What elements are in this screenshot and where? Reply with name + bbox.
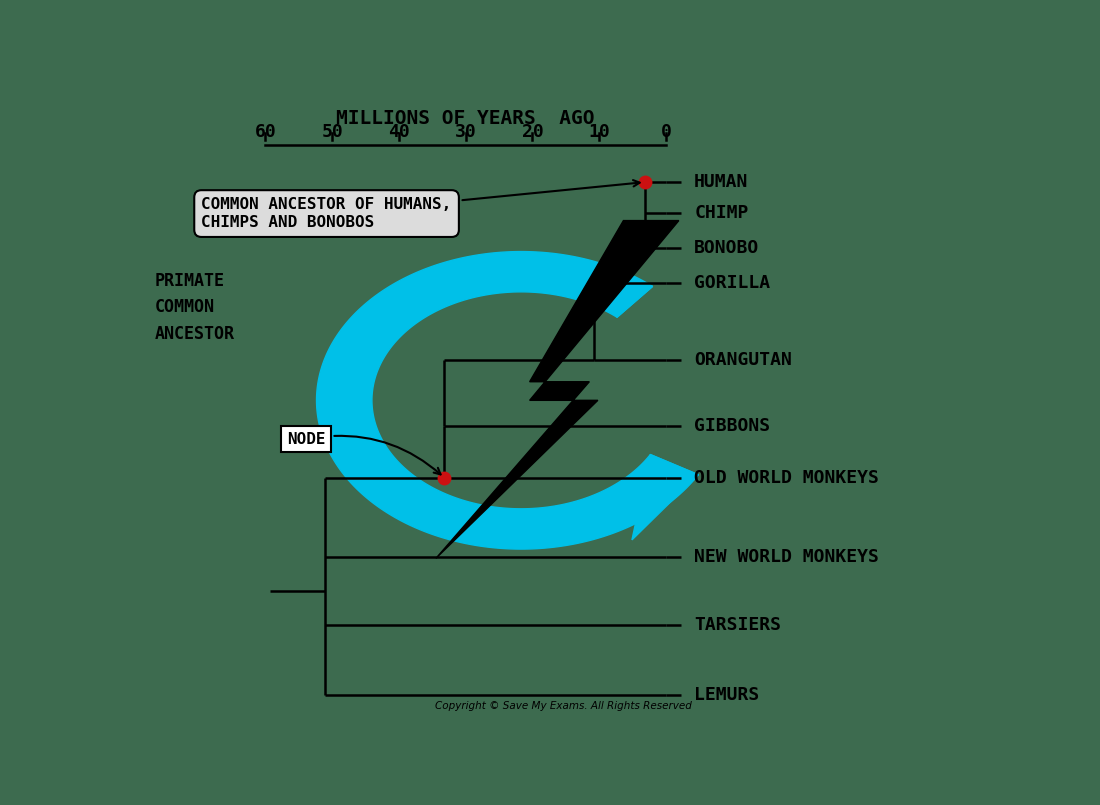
Text: LEMURS: LEMURS — [694, 686, 759, 704]
Polygon shape — [317, 251, 698, 549]
Text: BONOBO: BONOBO — [694, 239, 759, 258]
Text: COMMON ANCESTOR OF HUMANS,
CHIMPS AND BONOBOS: COMMON ANCESTOR OF HUMANS, CHIMPS AND BO… — [201, 180, 640, 229]
Polygon shape — [631, 455, 698, 540]
Text: Copyright © Save My Exams. All Rights Reserved: Copyright © Save My Exams. All Rights Re… — [436, 701, 692, 712]
Text: MILLIONS OF YEARS  AGO: MILLIONS OF YEARS AGO — [337, 109, 595, 128]
Text: 60: 60 — [254, 122, 276, 141]
Text: GORILLA: GORILLA — [694, 274, 770, 291]
Polygon shape — [588, 266, 652, 317]
Text: GIBBONS: GIBBONS — [694, 417, 770, 436]
Text: OLD WORLD MONKEYS: OLD WORLD MONKEYS — [694, 469, 879, 487]
Text: 30: 30 — [454, 122, 476, 141]
Text: PRIMATE
COMMON
ANCESTOR: PRIMATE COMMON ANCESTOR — [154, 272, 234, 343]
Text: 20: 20 — [521, 122, 543, 141]
Text: HUMAN: HUMAN — [694, 173, 749, 191]
Text: 0: 0 — [661, 122, 671, 141]
Text: 40: 40 — [388, 122, 410, 141]
Text: TARSIERS: TARSIERS — [694, 616, 781, 634]
Text: CHIMP: CHIMP — [694, 204, 749, 222]
Text: 50: 50 — [321, 122, 343, 141]
Text: ORANGUTAN: ORANGUTAN — [694, 351, 792, 369]
Text: 10: 10 — [588, 122, 610, 141]
Text: NODE: NODE — [287, 431, 441, 474]
Polygon shape — [436, 221, 679, 559]
Text: NEW WORLD MONKEYS: NEW WORLD MONKEYS — [694, 547, 879, 566]
